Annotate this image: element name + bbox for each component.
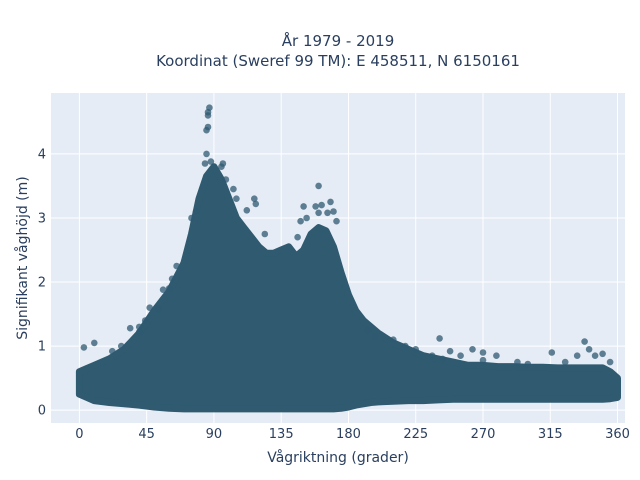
data-point [330,208,337,215]
data-points [80,104,614,368]
y-tick-label: 4 [38,147,46,162]
data-point [315,182,322,190]
y-tick-label: 1 [38,340,46,355]
data-point [192,208,200,215]
data-point [146,304,153,312]
data-point [201,160,209,167]
data-point [479,349,487,356]
data-point [333,217,340,225]
data-point [315,209,322,217]
x-tick-label: 180 [336,427,361,442]
data-point [251,195,258,202]
x-axis-ticks: 0 45 90 135 180 225 270 315 360 [75,427,630,442]
x-tick-label: 360 [605,427,630,442]
data-point [561,358,569,366]
data-point [428,352,436,360]
data-point [155,305,162,313]
data-point [233,195,240,202]
data-point [261,230,269,238]
data-point [168,275,176,283]
data-point [203,150,210,158]
data-point [599,350,606,358]
data-point [585,346,593,353]
data-point [591,352,599,360]
data-point [324,209,331,217]
data-point [364,326,372,334]
y-tick-label: 2 [38,276,46,291]
data-point [402,342,409,350]
x-tick-label: 0 [75,427,83,442]
data-point [91,339,98,347]
x-tick-label: 225 [403,427,428,442]
data-point [203,126,210,134]
y-tick-label: 0 [38,404,46,419]
data-point [573,352,581,360]
y-tick-label: 3 [38,211,46,226]
data-point [439,355,446,363]
data-point [135,323,143,331]
data-point [222,176,230,183]
data-point [126,324,134,332]
data-point [297,217,304,225]
data-point [219,160,227,167]
y-axis-label: Signifikant våghöjd (m) [14,176,31,339]
data-point [159,286,167,294]
x-tick-label: 315 [538,427,563,442]
data-point [80,344,88,351]
data-point [300,203,307,210]
data-point [469,346,476,353]
chart-subtitle: Koordinat (Sweref 99 TM): E 458511, N 61… [156,52,520,70]
data-point [230,185,237,193]
data-cloud [75,163,621,413]
data-point [243,207,251,214]
data-point [479,356,487,364]
data-point [548,349,556,356]
point-density-cloud [75,163,621,413]
data-point [312,203,319,210]
data-point [372,333,379,340]
data-point [390,336,397,344]
data-point [457,352,464,360]
x-tick-label: 90 [206,427,223,442]
chart-title: År 1979 - 2019 [282,31,395,50]
data-point [327,198,334,206]
y-axis-ticks: 0 1 2 3 4 [38,147,46,418]
x-tick-label: 135 [269,427,294,442]
x-axis-label: Vågriktning (grader) [267,449,409,466]
data-point [135,328,143,336]
data-point [318,201,325,209]
data-point [493,352,500,360]
data-point [204,112,212,119]
data-point [446,347,454,355]
data-point [206,104,213,111]
data-point [524,360,532,368]
data-point [141,317,149,324]
data-point [514,358,521,366]
x-tick-label: 270 [471,427,496,442]
data-point [412,346,420,353]
data-point [207,158,215,165]
data-point [606,358,614,366]
data-point [118,342,125,350]
data-point [173,262,180,270]
x-tick-label: 45 [138,427,155,442]
data-point [581,338,588,345]
data-point [188,214,195,222]
data-point [252,200,260,208]
data-point [294,233,301,241]
data-point [165,285,173,292]
data-point [303,214,310,222]
data-point [436,335,443,342]
data-point [109,347,116,355]
